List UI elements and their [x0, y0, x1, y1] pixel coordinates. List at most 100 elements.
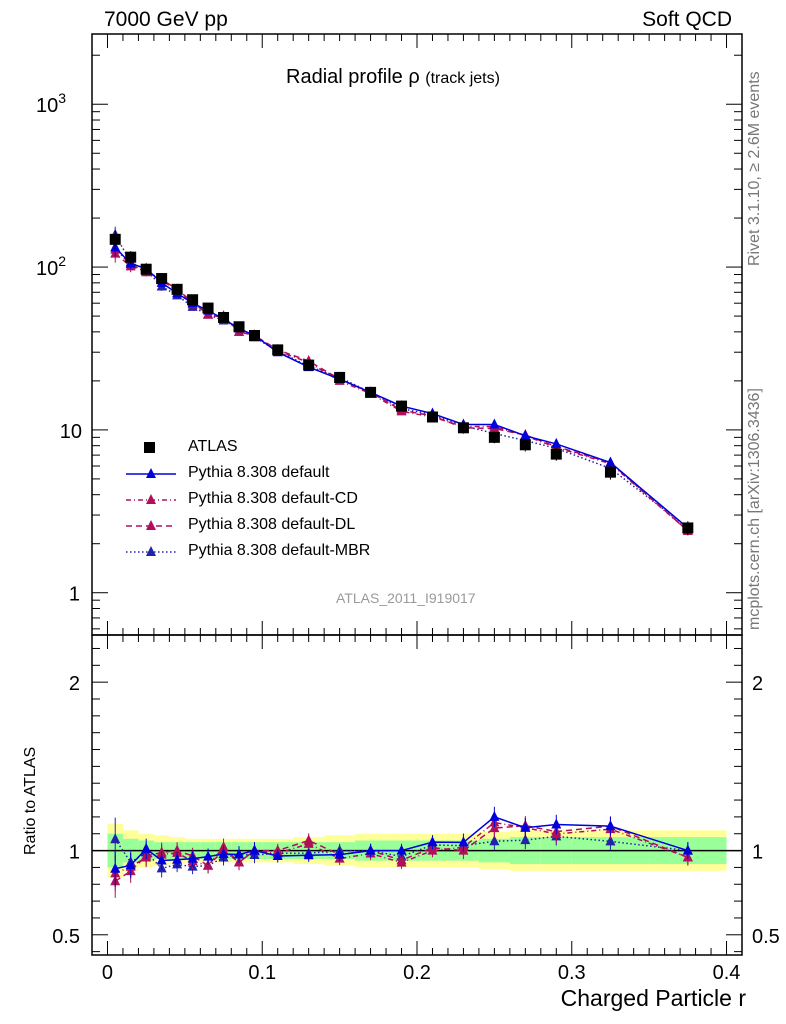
legend-item-mbr: Pythia 8.308 default-MBR	[120, 540, 450, 566]
y-tick-label: 103	[36, 90, 66, 117]
ratio-point	[125, 859, 136, 870]
mcplots-label: mcplots.cern.ch [arXiv:1306.3436]	[746, 388, 763, 630]
data-point	[233, 321, 245, 333]
data-point	[334, 371, 346, 383]
ratio-point	[334, 848, 345, 859]
ratio-point	[156, 854, 167, 865]
y-tick-label: 102	[36, 253, 66, 280]
ratio-point	[141, 842, 152, 853]
data-point	[604, 466, 616, 478]
ratio-point	[110, 862, 121, 873]
series-line	[114, 234, 689, 529]
legend-label: ATLAS	[188, 438, 238, 455]
legend-item-cd: Pythia 8.308 default-CD	[120, 488, 450, 514]
ratio-point	[489, 810, 500, 821]
ratio-series-line	[114, 821, 689, 875]
ratio-tick-label: 1	[69, 842, 80, 864]
x-axis-label: Charged Particle r	[560, 985, 746, 1011]
ratio-panel: 0 0.1 0.2 0.3 0.4 0.5 0.5 1 1 2 2	[52, 634, 780, 984]
legend-label: Pythia 8.308 default	[188, 464, 330, 481]
ratio-series-line	[114, 824, 689, 882]
y-tick-label: 10	[60, 421, 82, 443]
legend: ATLAS Pythia 8.308 default Pythia 8.308 …	[120, 436, 450, 566]
data-point	[396, 400, 408, 412]
data-point	[520, 429, 531, 440]
data-point	[550, 448, 562, 460]
ratio-series-line	[115, 816, 689, 870]
ratio-point	[605, 835, 616, 846]
ratio-point	[520, 834, 531, 845]
header-left: 7000 GeV pp	[104, 8, 228, 31]
ratio-series-line	[114, 835, 688, 870]
x-tick-label: 0.4	[713, 962, 741, 984]
data-point	[218, 312, 230, 324]
data-point	[187, 294, 199, 306]
ratio-point	[272, 850, 283, 861]
ratio-point	[682, 844, 693, 855]
data-point	[519, 439, 531, 451]
ratio-point	[218, 848, 229, 859]
main-panel: 1 10 102 103	[36, 33, 743, 955]
data-point	[125, 251, 137, 263]
ratio-tick-label-right: 1	[752, 842, 763, 864]
x-tick-label: 0.2	[403, 962, 431, 984]
ratio-tick-label-right: 0.5	[752, 926, 780, 948]
ratio-point	[249, 844, 260, 855]
x-tick-label: 0.1	[248, 962, 276, 984]
data-point	[109, 233, 121, 245]
legend-label: Pythia 8.308 default-MBR	[188, 542, 371, 559]
x-tick-label: 0.3	[558, 962, 586, 984]
y-tick-label: 1	[69, 584, 80, 606]
data-point	[202, 302, 214, 314]
ratio-point	[551, 818, 562, 829]
legend-label: Pythia 8.308 default-CD	[188, 490, 358, 507]
ratio-point	[203, 850, 214, 861]
legend-label: Pythia 8.308 default-DL	[188, 516, 356, 533]
data-point	[140, 263, 152, 275]
ratio-point	[396, 844, 407, 855]
rivet-label: Rivet 3.1.10, ≥ 2.6M events	[746, 71, 763, 266]
analysis-tag: ATLAS_2011_I919017	[336, 590, 476, 606]
data-point	[156, 273, 168, 285]
ratio-point	[520, 821, 531, 832]
ratio-tick-label: 0.5	[52, 926, 80, 948]
data-point	[489, 418, 500, 429]
data-point	[303, 359, 315, 371]
plot-title: Radial profile ρ (track jets)	[0, 66, 786, 89]
ratio-point	[427, 836, 438, 847]
data-point	[171, 283, 183, 295]
ratio-point	[458, 836, 469, 847]
ratio-point	[396, 856, 407, 867]
ratio-point	[110, 833, 121, 844]
x-tick-label: 0	[102, 962, 113, 984]
ratio-tick-label: 2	[69, 673, 80, 695]
ratio-point	[489, 835, 500, 846]
y-tick-exponent: 3	[58, 90, 66, 106]
data-point	[682, 522, 694, 534]
ratio-point	[605, 820, 616, 831]
y-tick-exponent: 2	[58, 253, 66, 269]
ratio-point	[303, 849, 314, 860]
ratio-point	[172, 853, 183, 864]
ratio-point	[427, 844, 438, 855]
ratio-point	[234, 848, 245, 859]
data-point	[457, 422, 469, 434]
plot-title-sub: (track jets)	[425, 70, 500, 87]
ratio-tick-label-right: 2	[752, 673, 763, 695]
ratio-frame	[91, 634, 743, 956]
data-point	[365, 386, 377, 398]
legend-item-dl: Pythia 8.308 default-DL	[120, 514, 450, 540]
data-point	[488, 431, 500, 443]
plot-title-main: Radial profile ρ	[286, 66, 420, 88]
data-point	[605, 456, 616, 467]
ratio-point	[303, 837, 314, 848]
header-right: Soft QCD	[642, 8, 732, 31]
data-point	[272, 344, 284, 356]
data-point	[249, 329, 260, 341]
ratio-point	[187, 852, 198, 863]
series-line	[114, 246, 689, 529]
data-point	[426, 411, 438, 423]
data-point	[551, 437, 562, 448]
ratio-y-axis-label: Ratio to ATLAS	[22, 746, 39, 855]
